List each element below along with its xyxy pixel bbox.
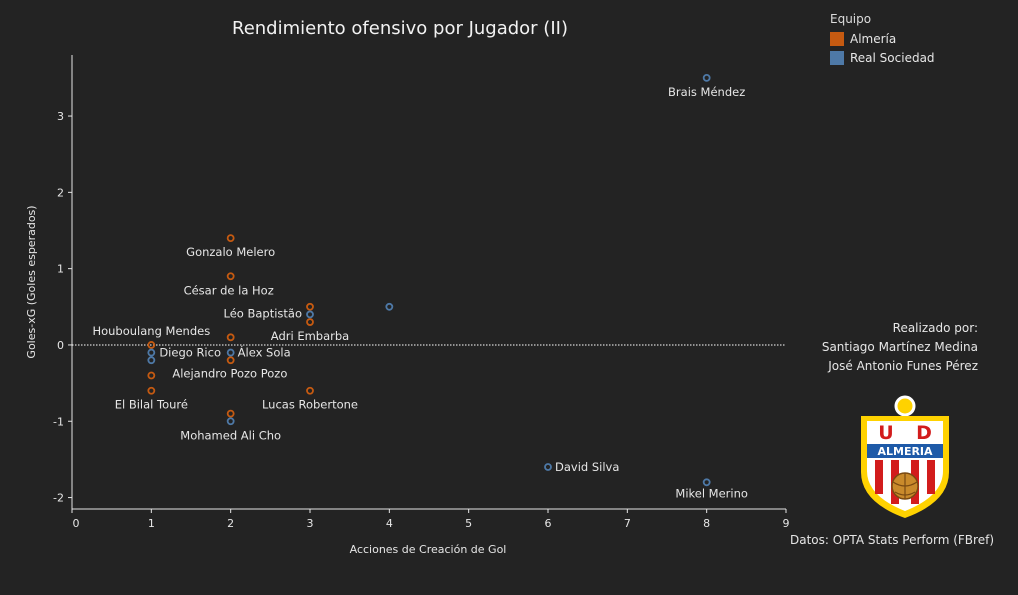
point-label: Diego Rico [159,346,221,360]
data-point-real-sociedad[interactable] [702,73,711,82]
point-label: Houboulang Mendes [92,324,210,338]
data-point-real-sociedad[interactable] [147,356,156,365]
x-tick-label: 6 [545,517,552,530]
point-label: Álex Sola [238,345,291,360]
x-tick-label: 1 [148,517,155,530]
legend: Equipo Almería Real Sociedad [830,12,935,70]
data-point-almer-a[interactable] [226,333,235,342]
y-tick-label: -1 [53,415,64,428]
legend-swatch-almeria [830,32,844,46]
x-tick-label: 3 [307,517,314,530]
data-point-real-sociedad[interactable] [385,302,394,311]
legend-item-almeria[interactable]: Almería [830,32,935,46]
credit-line-2: Santiago Martínez Medina [821,340,978,354]
ud-almeria-crest-logo: U D ALMERIA [861,395,949,518]
point-label: Lucas Robertone [262,398,358,412]
point-label: Mohamed Ali Cho [180,428,281,442]
data-point-almer-a[interactable] [226,409,235,418]
data-point-almer-a[interactable] [226,272,235,281]
data-point-almer-a[interactable] [147,371,156,380]
point-label: César de la Hoz [184,283,274,297]
x-tick-label: 8 [703,517,710,530]
data-point-almer-a[interactable] [306,318,314,326]
legend-title: Equipo [830,12,872,26]
point-label: Mikel Merino [675,486,748,500]
point-label: Adri Embarba [271,329,349,343]
x-axis-label: Acciones de Creación de Gol [350,543,507,556]
data-point-real-sociedad[interactable] [226,348,235,357]
legend-swatch-real-sociedad [830,51,844,65]
data-point-almer-a[interactable] [226,356,235,365]
y-tick-label: 3 [57,110,64,123]
y-tick-label: -2 [53,492,64,505]
point-label: Léo Baptistão [224,306,303,320]
point-label: El Bilal Touré [115,398,188,412]
credit-block: Realizado por: Santiago Martínez Medina … [822,319,978,376]
point-label: David Silva [555,460,619,474]
data-points: Gonzalo Melero César de la Hoz Adri Embarb… [92,73,748,500]
data-point-real-sociedad[interactable] [226,417,235,426]
logo-letter-d: D [916,422,932,444]
credit-line-3: José Antonio Funes Pérez [828,359,978,373]
axes: 0 1 2 3 4 5 6 7 8 9 -2 -1 0 1 2 3 [53,55,790,530]
data-point-real-sociedad[interactable] [147,348,156,357]
x-tick-label: 0 [73,517,80,530]
credit-line-1: Realizado por: [892,321,978,335]
legend-item-real-sociedad[interactable]: Real Sociedad [830,51,935,65]
logo-band-text: ALMERIA [877,445,933,458]
data-point-almer-a[interactable] [147,341,156,349]
y-tick-label: 1 [57,263,64,276]
y-tick-label: 0 [57,339,64,352]
chart-title: Rendimiento ofensivo por Jugador (II) [232,18,568,39]
point-label: Gonzalo Melero [186,245,275,259]
data-point-almer-a[interactable] [306,386,314,395]
x-tick-label: 9 [783,517,790,530]
data-source: Datos: OPTA Stats Perform (FBref) [790,533,994,547]
x-tick-label: 4 [386,517,393,530]
legend-label-almeria: Almería [850,32,897,46]
x-tick-label: 7 [624,517,631,530]
point-label: Alejandro Pozo Pozo [172,366,287,380]
data-point-almer-a[interactable] [226,234,235,243]
x-tick-label: 2 [227,517,234,530]
x-tick-label: 5 [465,517,472,530]
y-tick-label: 2 [57,186,64,199]
y-axis-label: Goles-xG (Goles esperados) [25,205,38,358]
point-label: Brais Méndez [668,85,745,99]
logo-letter-u: U [878,422,893,444]
data-point-real-sociedad[interactable] [306,310,314,319]
data-point-almer-a[interactable] [147,386,156,395]
legend-label-real-sociedad: Real Sociedad [850,51,935,65]
data-point-real-sociedad[interactable] [702,478,711,487]
data-point-real-sociedad[interactable] [544,463,552,471]
data-point-almer-a[interactable] [306,302,314,311]
